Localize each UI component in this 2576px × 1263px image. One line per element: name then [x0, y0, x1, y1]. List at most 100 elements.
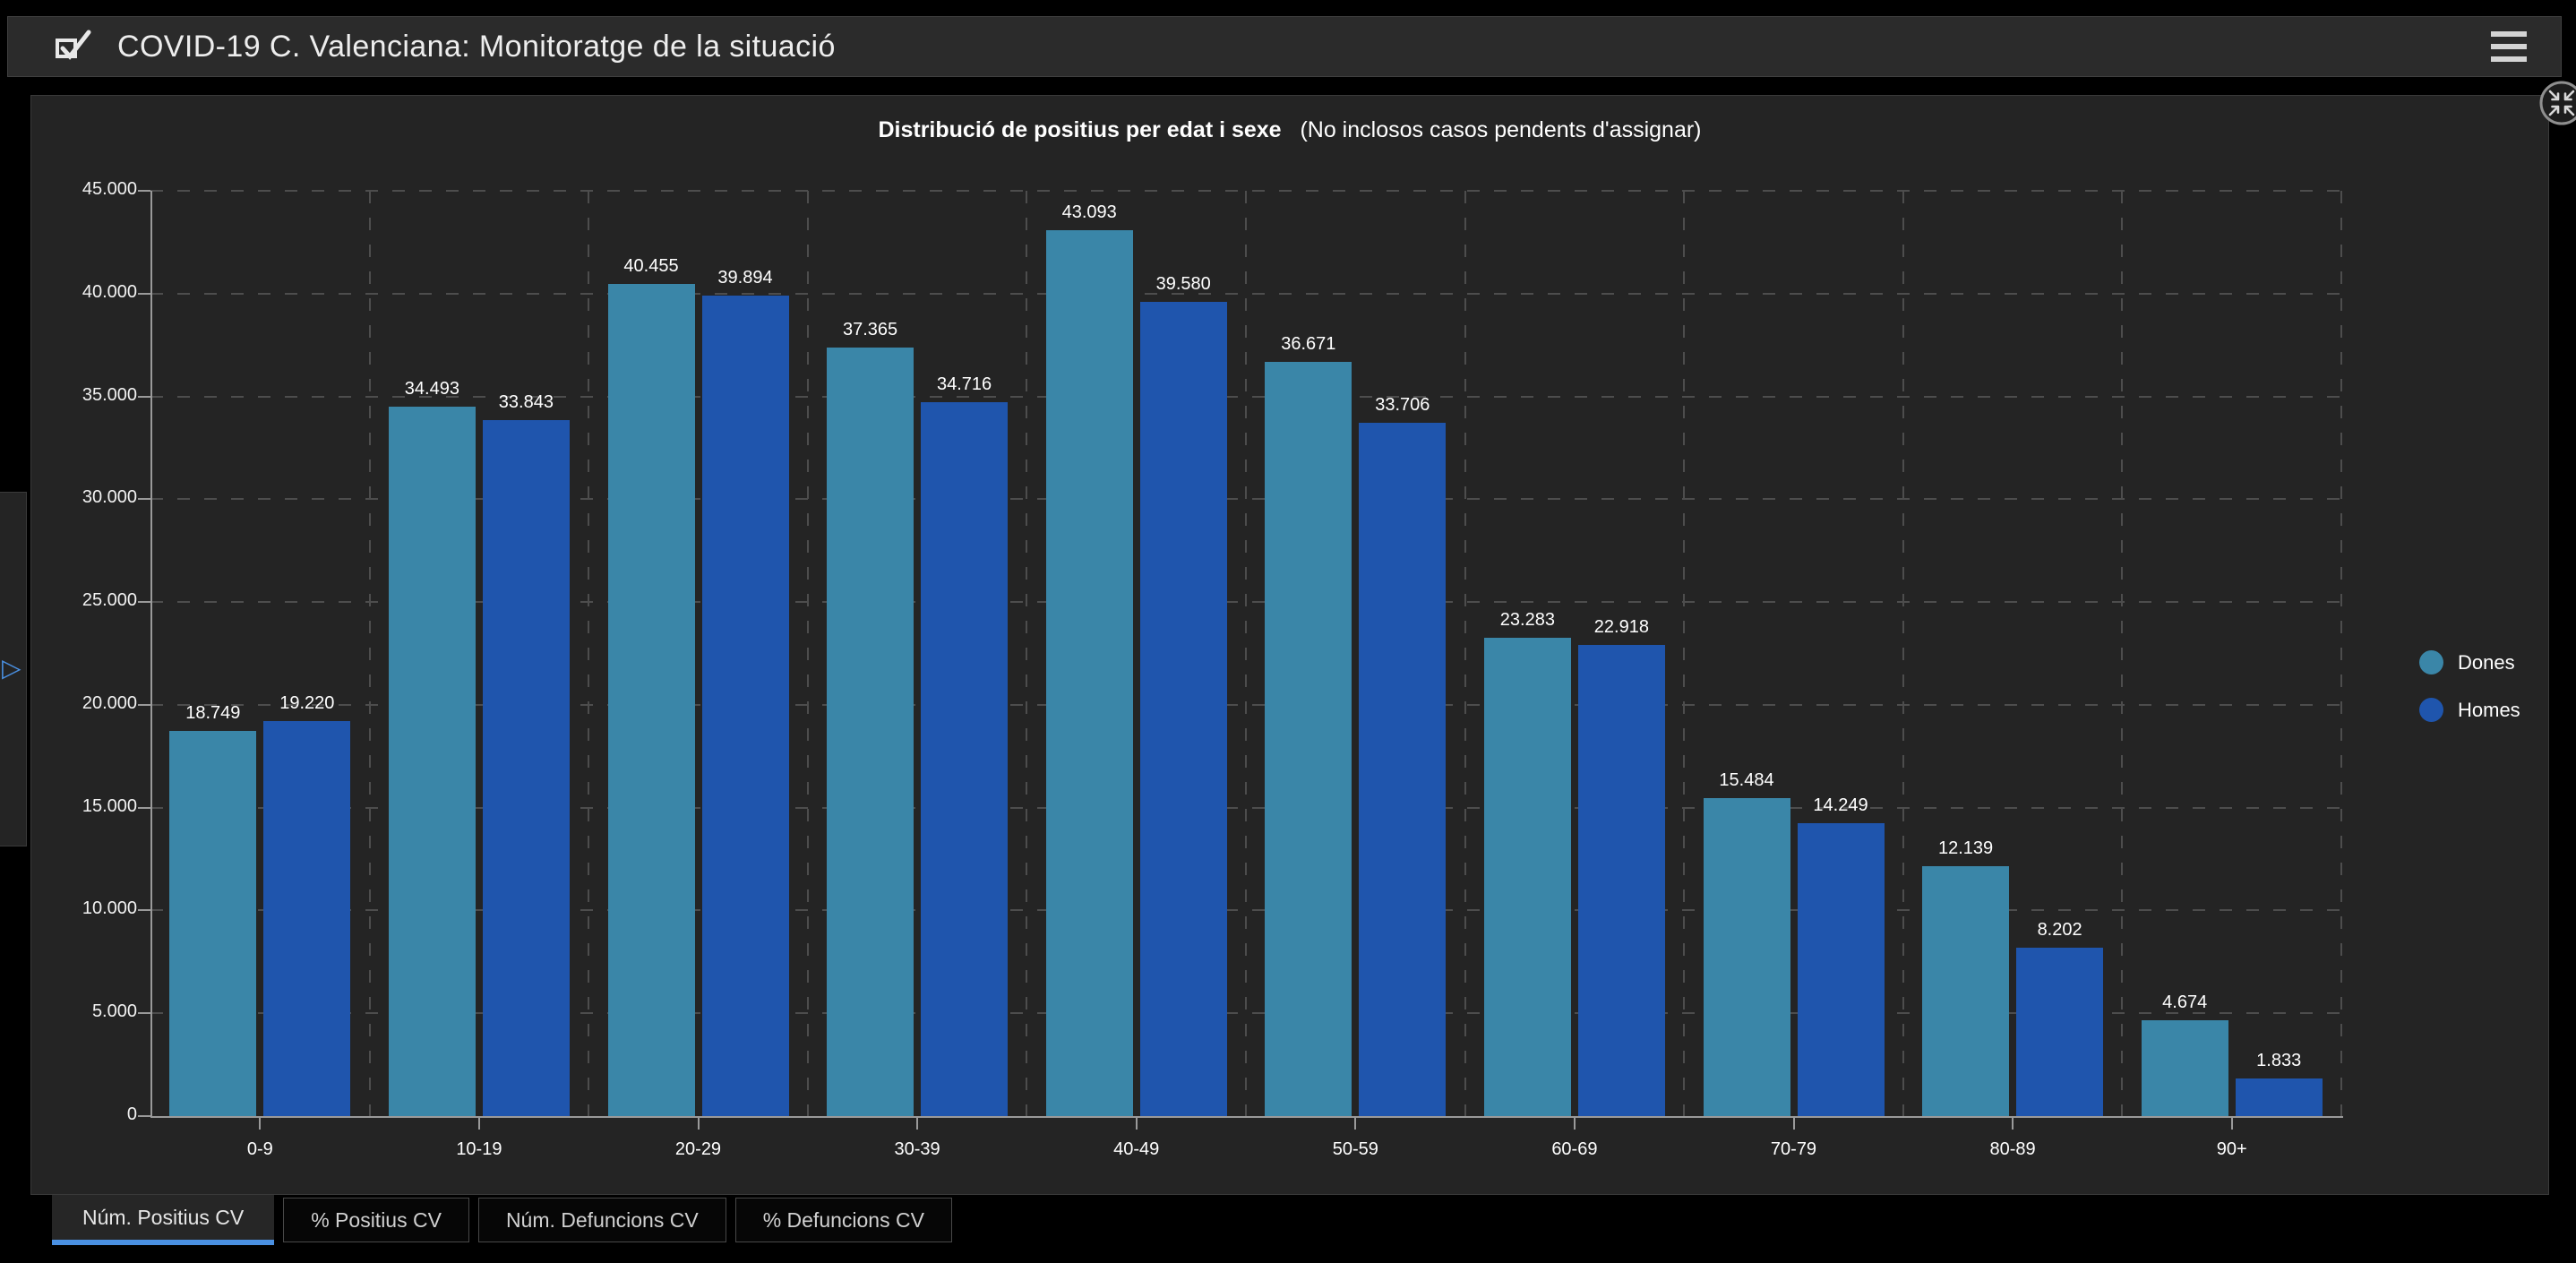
- tab-n-m-positius-cv[interactable]: Núm. Positius CV: [52, 1195, 275, 1245]
- y-axis-tick-label: 0: [126, 1104, 137, 1124]
- bar-homes-50-59[interactable]: [1359, 423, 1447, 1116]
- x-axis-category-label: 60-69: [1551, 1139, 1598, 1159]
- bar-homes-0-9[interactable]: [263, 720, 351, 1116]
- x-axis-category-label: 50-59: [1332, 1139, 1378, 1159]
- bar-dones-90+[interactable]: [2141, 1019, 2228, 1116]
- bar-value-label: 39.580: [1155, 274, 1211, 295]
- hamburger-menu-icon[interactable]: [2491, 28, 2527, 65]
- x-axis-tick: [1792, 1118, 1795, 1130]
- y-axis-tick-label: 40.000: [82, 281, 137, 302]
- chart-panel: Distribució de positius per edat i sexe …: [30, 95, 2549, 1195]
- expand-right-arrow-icon[interactable]: ▷: [2, 653, 21, 682]
- bar-value-label: 8.202: [2037, 919, 2082, 940]
- bar-chart-plot: 0 5.000 10.000 15.000 20.000 25.000 30.000 35.0…: [31, 96, 2548, 1194]
- legend-swatch-icon: [2419, 650, 2443, 674]
- y-axis-tick-label: 25.000: [82, 590, 137, 611]
- x-axis-tick: [697, 1118, 700, 1130]
- y-axis-tick-label: 35.000: [82, 384, 137, 405]
- tab--defuncions-cv[interactable]: % Defuncions CV: [734, 1198, 952, 1242]
- y-axis-tick: [138, 806, 150, 809]
- y-axis-tick-label: 5.000: [91, 1001, 137, 1022]
- bar-homes-90+[interactable]: [2235, 1078, 2323, 1116]
- bar-dones-10-19[interactable]: [388, 407, 476, 1116]
- x-axis-category-label: 0-9: [246, 1139, 273, 1159]
- x-axis-tick: [2230, 1118, 2233, 1130]
- chart-title-note: (No inclosos casos pendents d'assignar): [1300, 117, 1702, 142]
- bar-dones-50-59[interactable]: [1265, 362, 1352, 1116]
- x-axis-tick: [916, 1118, 919, 1130]
- x-axis-tick: [2012, 1118, 2014, 1130]
- app-logo-check-icon: [55, 26, 92, 67]
- legend-item-dones: Dones: [2419, 650, 2520, 674]
- view-tab-bar: Núm. Positius CV% Positius CV Núm. Defunc…: [30, 1195, 961, 1249]
- bar-dones-0-9[interactable]: [169, 730, 257, 1116]
- y-axis-tick: [138, 601, 150, 604]
- x-axis-category-label: 30-39: [894, 1139, 940, 1159]
- bar-value-label: 36.671: [1281, 334, 1336, 355]
- x-axis-category-label: 20-29: [674, 1139, 722, 1159]
- y-axis-tick: [138, 1012, 150, 1015]
- bar-value-label: 4.674: [2162, 992, 2208, 1012]
- bar-value-label: 43.093: [1061, 202, 1117, 222]
- y-axis-tick: [138, 292, 150, 295]
- bar-value-label: 19.220: [279, 692, 335, 713]
- bar-homes-60-69[interactable]: [1577, 644, 1665, 1116]
- x-axis-category-label: 10-19: [456, 1139, 502, 1159]
- bar-value-label: 34.493: [404, 379, 459, 400]
- bar-value-label: 18.749: [185, 702, 241, 723]
- x-axis-category-label: 40-49: [1113, 1139, 1160, 1159]
- bar-dones-80-89[interactable]: [1922, 866, 2010, 1116]
- sidebar-collapsed-strip: ▷: [0, 492, 27, 846]
- chart-legend: Dones Homes: [2419, 650, 2520, 745]
- chart-title: Distribució de positius per edat i sexe …: [31, 117, 2548, 143]
- bar-dones-20-29[interactable]: [607, 284, 695, 1116]
- y-axis-line: [150, 191, 152, 1118]
- x-gridline: [1683, 191, 1686, 1116]
- y-axis-tick: [138, 1115, 150, 1117]
- bar-value-label: 22.918: [1593, 616, 1649, 637]
- x-axis-tick: [1354, 1118, 1357, 1130]
- x-gridline: [2121, 191, 2124, 1116]
- legend-label: Dones: [2458, 650, 2515, 674]
- x-axis-category-label: 80-89: [1989, 1139, 2036, 1159]
- x-axis-line: [150, 1116, 2343, 1118]
- bar-value-label: 34.716: [937, 374, 992, 395]
- x-axis-tick: [1573, 1118, 1576, 1130]
- y-axis-tick: [138, 703, 150, 706]
- bar-value-label: 39.894: [717, 268, 773, 288]
- tab-n-m-defuncions-cv[interactable]: Núm. Defuncions CV: [477, 1198, 726, 1242]
- y-axis-tick-label: 30.000: [82, 487, 137, 508]
- x-gridline: [1464, 191, 1466, 1116]
- bar-homes-20-29[interactable]: [701, 296, 789, 1116]
- x-gridline: [588, 191, 590, 1116]
- y-axis-tick: [138, 190, 150, 192]
- y-axis-tick-label: 15.000: [82, 795, 137, 816]
- bar-dones-40-49[interactable]: [1045, 229, 1133, 1116]
- tab--positius-cv[interactable]: % Positius CV: [283, 1198, 469, 1242]
- bar-homes-10-19[interactable]: [482, 420, 570, 1116]
- y-axis-tick: [138, 498, 150, 501]
- bar-homes-30-39[interactable]: [921, 402, 1009, 1116]
- y-axis-tick: [138, 395, 150, 398]
- x-gridline: [368, 191, 371, 1116]
- bar-homes-40-49[interactable]: [1139, 302, 1227, 1116]
- bar-value-label: 14.249: [1813, 795, 1868, 815]
- bar-value-label: 15.484: [1719, 769, 1774, 790]
- x-axis-tick: [477, 1118, 480, 1130]
- x-axis-tick: [1135, 1118, 1138, 1130]
- y-axis-tick-label: 10.000: [82, 898, 137, 919]
- bar-dones-70-79[interactable]: [1703, 797, 1790, 1116]
- collapse-arrows-icon[interactable]: [2538, 80, 2576, 126]
- x-axis-category-label: 90+: [2216, 1139, 2247, 1159]
- legend-swatch-icon: [2419, 698, 2443, 722]
- page-title: COVID-19 C. Valenciana: Monitoratge de l…: [117, 29, 836, 64]
- x-axis-category-label: 70-79: [1770, 1139, 1817, 1159]
- x-gridline: [1245, 191, 1247, 1116]
- bar-homes-80-89[interactable]: [2016, 947, 2104, 1116]
- bar-homes-70-79[interactable]: [1797, 822, 1885, 1116]
- bar-dones-30-39[interactable]: [827, 348, 914, 1116]
- bar-dones-60-69[interactable]: [1483, 637, 1571, 1116]
- y-axis-tick-label: 45.000: [82, 179, 137, 199]
- chart-title-main: Distribució de positius per edat i sexe: [878, 117, 1282, 142]
- bar-value-label: 37.365: [843, 320, 898, 340]
